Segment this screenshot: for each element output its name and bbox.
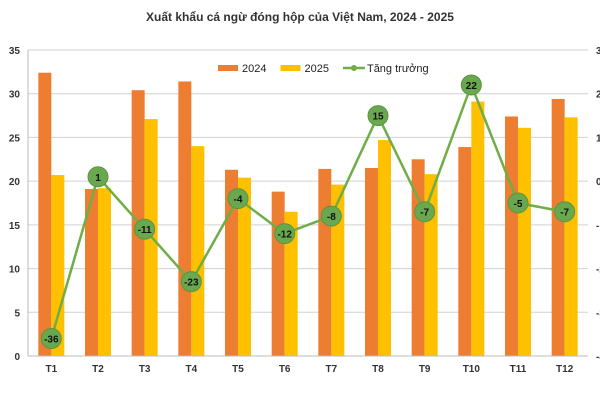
growth-point bbox=[320, 205, 342, 227]
x-tick-label: T7 bbox=[325, 364, 337, 375]
growth-point bbox=[40, 328, 62, 350]
x-tick-label: T5 bbox=[232, 364, 244, 375]
y-left-tick-label: 15 bbox=[9, 221, 21, 232]
chart-title: Xuất khẩu cá ngừ đóng hộp của Việt Nam, … bbox=[146, 10, 454, 24]
growth-point bbox=[227, 188, 249, 210]
growth-line bbox=[50, 81, 565, 339]
growth-point bbox=[367, 105, 389, 127]
x-tick-label: T11 bbox=[510, 364, 527, 375]
growth-point bbox=[87, 166, 109, 188]
bar-2025-T2 bbox=[98, 188, 111, 356]
growth-data-label: 22 bbox=[466, 81, 478, 92]
growth-point bbox=[554, 201, 576, 223]
growth-data-label: 1 bbox=[95, 173, 101, 184]
bar-2025-T8 bbox=[378, 140, 391, 356]
y-right-tick-label: 20 bbox=[596, 90, 600, 101]
bar-2024-T10 bbox=[458, 147, 472, 356]
growth-data-label: -11 bbox=[138, 225, 152, 236]
bar-2024-T4 bbox=[178, 81, 192, 356]
legend-label: 2025 bbox=[304, 63, 328, 75]
growth-data-label: -7 bbox=[420, 208, 429, 219]
growth-data-label: -8 bbox=[327, 212, 336, 223]
growth-point bbox=[180, 271, 202, 293]
growth-data-label: -7 bbox=[560, 208, 569, 219]
y-right-tick-label: 30 bbox=[596, 46, 600, 57]
legend-label: 2024 bbox=[242, 63, 266, 75]
growth-data-label: -36 bbox=[44, 335, 59, 346]
growth-data-label: -12 bbox=[277, 230, 292, 241]
y-left-tick-label: 25 bbox=[9, 133, 21, 144]
bar-2025-T6 bbox=[284, 211, 298, 356]
growth-data-label: -5 bbox=[514, 199, 523, 210]
legend-swatch bbox=[218, 65, 238, 71]
growth-data-label: -4 bbox=[234, 195, 243, 206]
x-tick-label: T10 bbox=[463, 364, 481, 375]
legend-marker bbox=[350, 65, 357, 71]
growth-point bbox=[274, 223, 296, 245]
x-tick-label: T8 bbox=[372, 364, 384, 375]
y-right-tick-label: 0 bbox=[596, 177, 600, 188]
y-left-tick-label: 0 bbox=[14, 352, 20, 363]
x-tick-label: T1 bbox=[45, 364, 57, 375]
y-left-tick-label: 30 bbox=[9, 90, 21, 101]
y-right-tick-label: -40 bbox=[596, 352, 600, 363]
growth-point bbox=[460, 74, 482, 96]
x-tick-label: T3 bbox=[139, 364, 151, 375]
bar-2024-T1 bbox=[38, 72, 52, 356]
y-left-tick-label: 10 bbox=[9, 265, 21, 276]
x-tick-label: T9 bbox=[419, 364, 431, 375]
x-tick-label: T4 bbox=[185, 364, 197, 375]
bar-2024-T2 bbox=[85, 189, 98, 356]
growth-point bbox=[134, 218, 156, 240]
growth-data-label: -23 bbox=[184, 278, 199, 289]
bar-2025-T5 bbox=[238, 177, 251, 356]
bar-2024-T11 bbox=[505, 116, 518, 357]
bar-2025-T12 bbox=[564, 117, 578, 356]
legend-label: Tăng trưởng bbox=[367, 63, 429, 75]
bar-2025-T7 bbox=[331, 184, 345, 356]
y-left-tick-label: 35 bbox=[9, 46, 21, 57]
x-tick-label: T12 bbox=[556, 364, 574, 375]
y-right-tick-label: -30 bbox=[596, 308, 600, 319]
bar-2025-T1 bbox=[51, 175, 65, 356]
y-left-tick-label: 5 bbox=[14, 308, 20, 319]
bar-2024-T8 bbox=[365, 168, 378, 356]
x-tick-label: T2 bbox=[92, 364, 104, 375]
y-left-tick-label: 20 bbox=[9, 177, 21, 188]
x-tick-label: T6 bbox=[279, 364, 291, 375]
bar-2025-T10 bbox=[471, 101, 485, 356]
growth-point bbox=[414, 201, 436, 223]
growth-point bbox=[507, 192, 529, 214]
bar-2024-T7 bbox=[318, 168, 332, 356]
growth-data-label: 15 bbox=[372, 112, 384, 123]
bar-2024-T12 bbox=[551, 98, 565, 357]
legend-swatch bbox=[280, 65, 301, 71]
bar-2024-T6 bbox=[271, 191, 285, 356]
y-right-tick-label: 10 bbox=[596, 133, 600, 144]
bar-2025-T4 bbox=[191, 146, 205, 356]
y-right-tick-label: -10 bbox=[596, 221, 600, 232]
bar-2025-T11 bbox=[518, 127, 531, 356]
y-right-tick-label: -20 bbox=[596, 265, 600, 276]
